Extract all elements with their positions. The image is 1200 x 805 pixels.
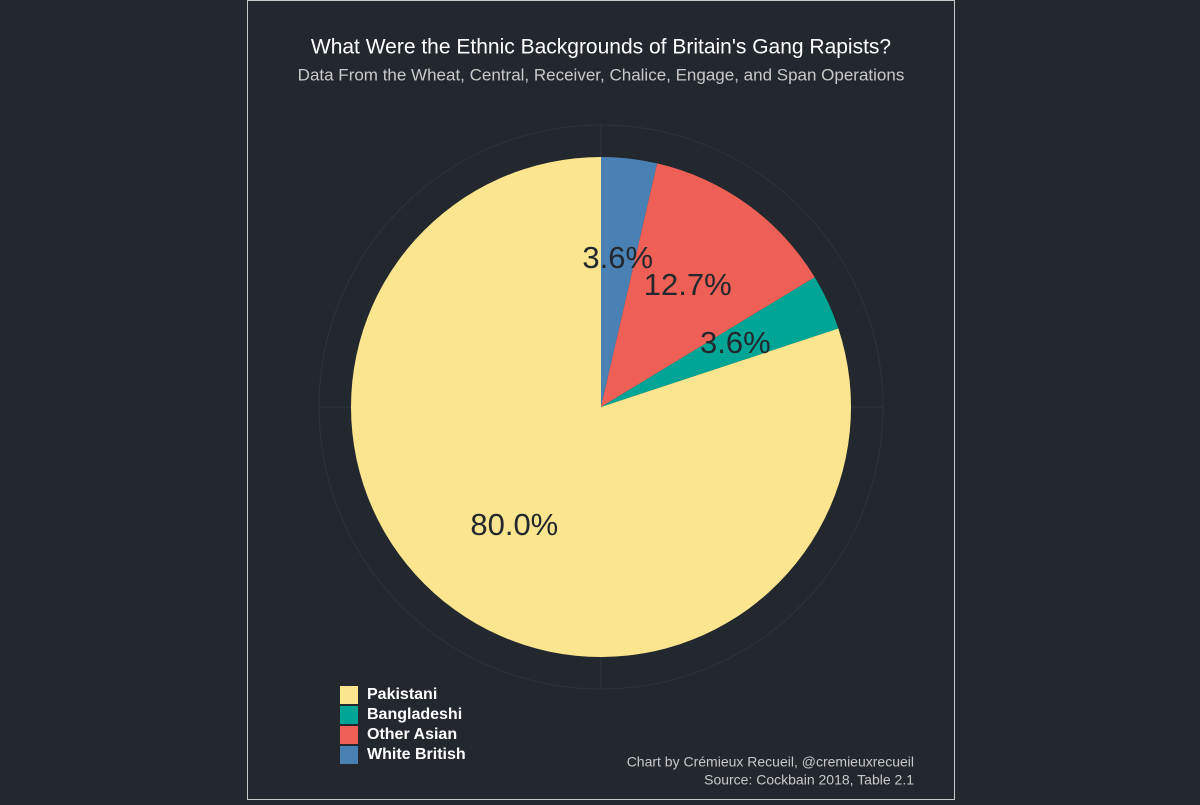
legend-label: Bangladeshi (367, 706, 462, 723)
pie-slice (601, 157, 658, 407)
value-label: 3.6% (700, 325, 771, 360)
value-label: 80.0% (470, 507, 558, 542)
value-label: 3.6% (582, 240, 653, 275)
legend-swatch (340, 726, 358, 744)
pie-slice (601, 277, 839, 407)
legend-label: White British (367, 746, 466, 763)
value-label: 12.7% (644, 267, 732, 302)
legend-swatch (340, 706, 358, 724)
caption: Chart by Crémieux Recueil, @cremieuxrecu… (627, 754, 914, 770)
caption: Source: Cockbain 2018, Table 2.1 (704, 772, 914, 788)
legend-label: Pakistani (367, 686, 437, 703)
pie-slice (601, 163, 815, 407)
pie-slice (351, 157, 851, 657)
legend-label: Other Asian (367, 726, 457, 743)
legend-swatch (340, 746, 358, 764)
chart-subtitle: Data From the Wheat, Central, Receiver, … (298, 65, 905, 84)
chart-title: What Were the Ethnic Backgrounds of Brit… (311, 36, 891, 59)
legend-swatch (340, 686, 358, 704)
